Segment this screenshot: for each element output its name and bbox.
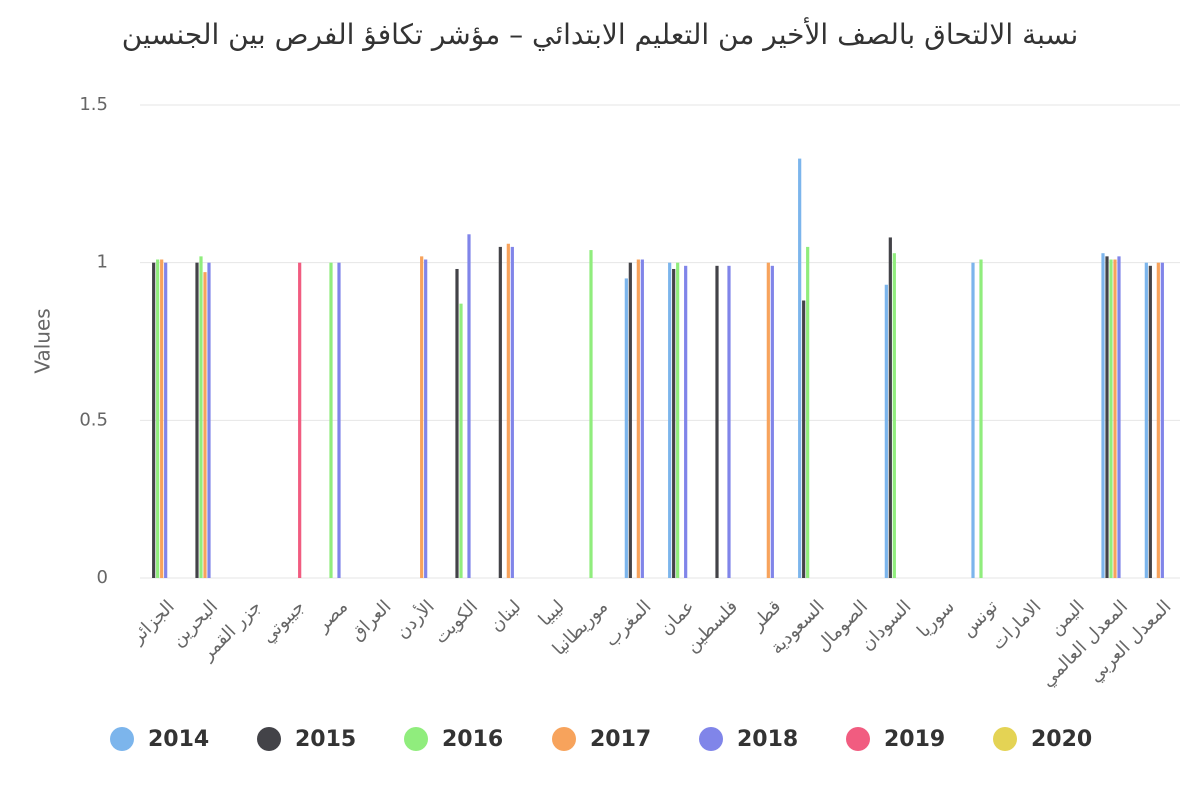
bar bbox=[1144, 262, 1148, 578]
bar bbox=[668, 262, 672, 578]
bar bbox=[684, 265, 688, 578]
bar bbox=[298, 262, 302, 578]
bar bbox=[455, 268, 459, 578]
bar bbox=[806, 246, 810, 578]
bar bbox=[888, 237, 892, 578]
legend-label: 2018 bbox=[737, 727, 798, 752]
legend-marker bbox=[257, 727, 281, 751]
bar bbox=[424, 259, 428, 578]
chart-title: نسبة الالتحاق بالصف الأخير من التعليم ال… bbox=[122, 16, 1079, 51]
bar bbox=[636, 259, 640, 578]
legend-marker bbox=[552, 727, 576, 751]
x-tick-label: المغرب bbox=[601, 596, 656, 651]
bar bbox=[892, 253, 896, 578]
bar bbox=[971, 262, 975, 578]
bar bbox=[798, 158, 802, 578]
bar bbox=[203, 272, 207, 578]
bar bbox=[715, 265, 719, 578]
bar bbox=[676, 262, 680, 578]
legend-label: 2020 bbox=[1031, 727, 1092, 752]
bar bbox=[770, 265, 774, 578]
bar bbox=[510, 246, 514, 578]
y-tick-label: 1.5 bbox=[79, 94, 108, 115]
bar bbox=[1113, 259, 1117, 578]
bar bbox=[884, 284, 888, 578]
bar bbox=[727, 265, 731, 578]
y-axis-label: Values bbox=[31, 308, 55, 373]
bar bbox=[329, 262, 333, 578]
bar bbox=[420, 256, 424, 578]
legend-marker bbox=[110, 727, 134, 751]
bar bbox=[802, 300, 806, 578]
y-tick-label: 0.5 bbox=[79, 409, 108, 430]
bar bbox=[1148, 265, 1152, 578]
bar bbox=[164, 262, 168, 578]
y-tick-label: 0 bbox=[97, 567, 108, 588]
bar bbox=[337, 262, 341, 578]
bar bbox=[207, 262, 211, 578]
bar bbox=[498, 246, 502, 578]
x-tick-label: الكويت bbox=[430, 596, 482, 648]
bar bbox=[152, 262, 156, 578]
bar bbox=[1101, 253, 1105, 578]
legend-label: 2016 bbox=[442, 727, 503, 752]
bar bbox=[672, 268, 676, 578]
bar bbox=[467, 234, 471, 578]
legend-marker bbox=[993, 727, 1017, 751]
bar bbox=[628, 262, 632, 578]
legend-label: 2017 bbox=[590, 727, 651, 752]
bar bbox=[459, 303, 463, 578]
x-tick-label: سوريا bbox=[913, 596, 959, 642]
bar bbox=[199, 256, 203, 578]
legend-label: 2015 bbox=[295, 727, 356, 752]
bar bbox=[195, 262, 199, 578]
x-tick-label: الامارات bbox=[987, 596, 1045, 654]
legend-marker bbox=[699, 727, 723, 751]
bar bbox=[1160, 262, 1164, 578]
x-tick-label: ليبيا bbox=[535, 596, 569, 630]
bar bbox=[1109, 259, 1113, 578]
bar bbox=[979, 259, 983, 578]
bar bbox=[160, 259, 164, 578]
legend-marker bbox=[404, 727, 428, 751]
x-tick-label: لبنان bbox=[486, 596, 526, 636]
legend-label: 2019 bbox=[884, 727, 945, 752]
x-tick-label: العراق bbox=[347, 596, 396, 645]
bar bbox=[624, 278, 628, 578]
bar bbox=[506, 243, 510, 578]
x-tick-label: جيبوتي bbox=[258, 596, 309, 647]
y-tick-label: 1 bbox=[97, 252, 108, 273]
bar bbox=[1156, 262, 1160, 578]
bar bbox=[1117, 256, 1121, 578]
legend-marker bbox=[846, 727, 870, 751]
legend-label: 2014 bbox=[148, 727, 209, 752]
bar bbox=[589, 250, 593, 578]
bar bbox=[1105, 256, 1109, 578]
bar bbox=[640, 259, 644, 578]
bar bbox=[766, 262, 770, 578]
bar bbox=[156, 259, 160, 578]
